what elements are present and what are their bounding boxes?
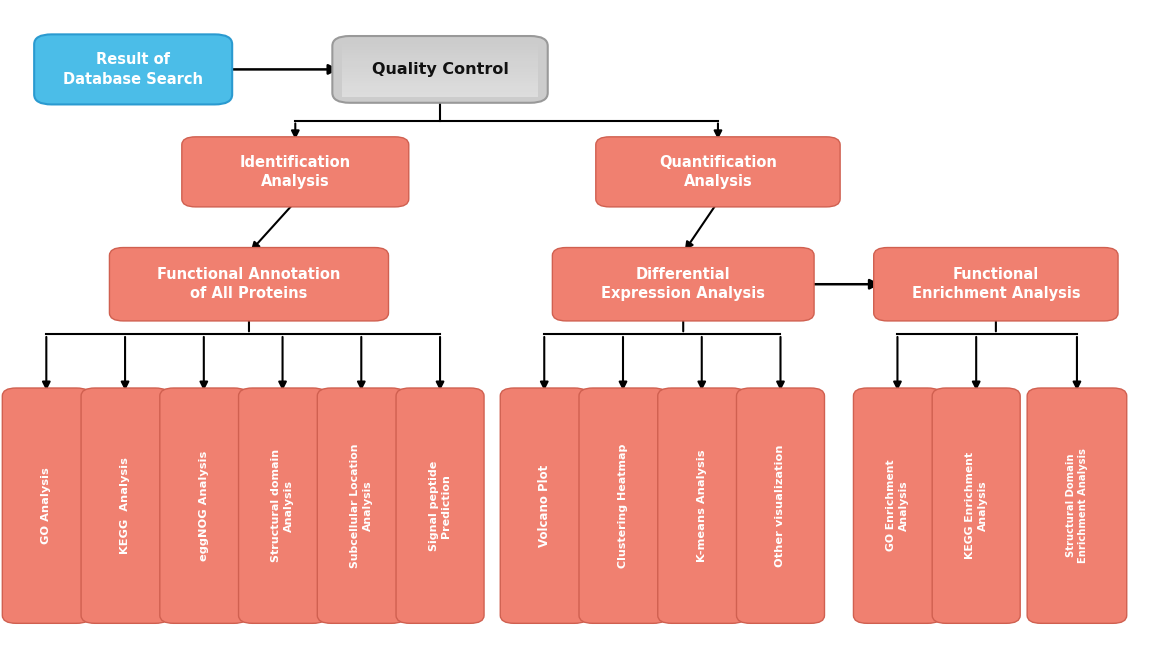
Text: Functional
Enrichment Analysis: Functional Enrichment Analysis (911, 267, 1080, 301)
FancyBboxPatch shape (853, 388, 941, 623)
Text: Quality Control: Quality Control (372, 62, 508, 77)
FancyBboxPatch shape (658, 388, 746, 623)
FancyBboxPatch shape (239, 388, 327, 623)
Text: K-means Analysis: K-means Analysis (697, 449, 706, 562)
FancyBboxPatch shape (342, 58, 538, 61)
FancyBboxPatch shape (332, 36, 548, 102)
FancyBboxPatch shape (342, 75, 538, 78)
FancyBboxPatch shape (109, 248, 389, 321)
FancyBboxPatch shape (1027, 388, 1127, 623)
Text: KEGG  Analysis: KEGG Analysis (120, 457, 130, 554)
FancyBboxPatch shape (342, 81, 538, 83)
Text: Structural domain
Analysis: Structural domain Analysis (271, 449, 294, 563)
Text: KEGG Enrichment
Analysis: KEGG Enrichment Analysis (965, 452, 988, 559)
FancyBboxPatch shape (342, 69, 538, 72)
FancyBboxPatch shape (932, 388, 1020, 623)
FancyBboxPatch shape (2, 388, 90, 623)
Text: Other visualization: Other visualization (776, 444, 785, 567)
Text: Quantification
Analysis: Quantification Analysis (659, 155, 777, 189)
FancyBboxPatch shape (342, 83, 538, 86)
FancyBboxPatch shape (342, 64, 538, 67)
FancyBboxPatch shape (579, 388, 667, 623)
FancyBboxPatch shape (396, 388, 484, 623)
FancyBboxPatch shape (342, 50, 538, 52)
FancyBboxPatch shape (342, 89, 538, 92)
Text: Functional Annotation
of All Proteins: Functional Annotation of All Proteins (157, 267, 340, 301)
Text: Result of
Database Search: Result of Database Search (64, 52, 203, 87)
FancyBboxPatch shape (182, 137, 409, 207)
Text: Structural Domain
Enrichment Analysis: Structural Domain Enrichment Analysis (1065, 448, 1089, 563)
Text: GO Enrichment
Analysis: GO Enrichment Analysis (886, 460, 909, 551)
Text: eggNOG Analysis: eggNOG Analysis (199, 451, 208, 561)
FancyBboxPatch shape (342, 78, 538, 81)
FancyBboxPatch shape (342, 86, 538, 89)
FancyBboxPatch shape (342, 92, 538, 95)
FancyBboxPatch shape (500, 388, 588, 623)
FancyBboxPatch shape (342, 95, 538, 97)
Text: Identification
Analysis: Identification Analysis (240, 155, 351, 189)
Text: Subcellular Location
Analysis: Subcellular Location Analysis (350, 444, 373, 568)
FancyBboxPatch shape (595, 137, 841, 207)
Text: Volcano Plot: Volcano Plot (537, 465, 551, 547)
FancyBboxPatch shape (342, 72, 538, 75)
FancyBboxPatch shape (160, 388, 248, 623)
FancyBboxPatch shape (342, 47, 538, 50)
FancyBboxPatch shape (81, 388, 169, 623)
FancyBboxPatch shape (342, 61, 538, 63)
Text: Clustering Heatmap: Clustering Heatmap (618, 444, 628, 568)
FancyBboxPatch shape (342, 56, 538, 58)
FancyBboxPatch shape (873, 248, 1117, 321)
FancyBboxPatch shape (552, 248, 814, 321)
FancyBboxPatch shape (342, 67, 538, 69)
Text: GO Analysis: GO Analysis (42, 467, 51, 544)
FancyBboxPatch shape (736, 388, 824, 623)
FancyBboxPatch shape (342, 52, 538, 56)
FancyBboxPatch shape (35, 34, 232, 104)
Text: Signal peptide
Prediction: Signal peptide Prediction (428, 461, 452, 551)
FancyBboxPatch shape (317, 388, 405, 623)
Text: Differential
Expression Analysis: Differential Expression Analysis (601, 267, 765, 301)
